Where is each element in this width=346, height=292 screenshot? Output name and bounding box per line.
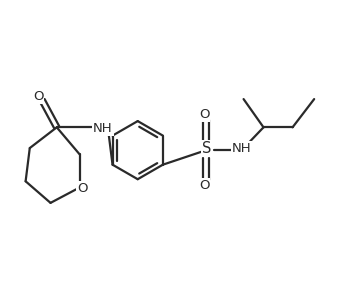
Text: O: O [33, 90, 43, 103]
Text: O: O [199, 179, 209, 192]
Text: NH: NH [93, 122, 113, 135]
Text: O: O [77, 182, 87, 195]
Text: S: S [201, 141, 211, 157]
Text: NH: NH [232, 142, 251, 155]
Text: O: O [199, 108, 209, 121]
